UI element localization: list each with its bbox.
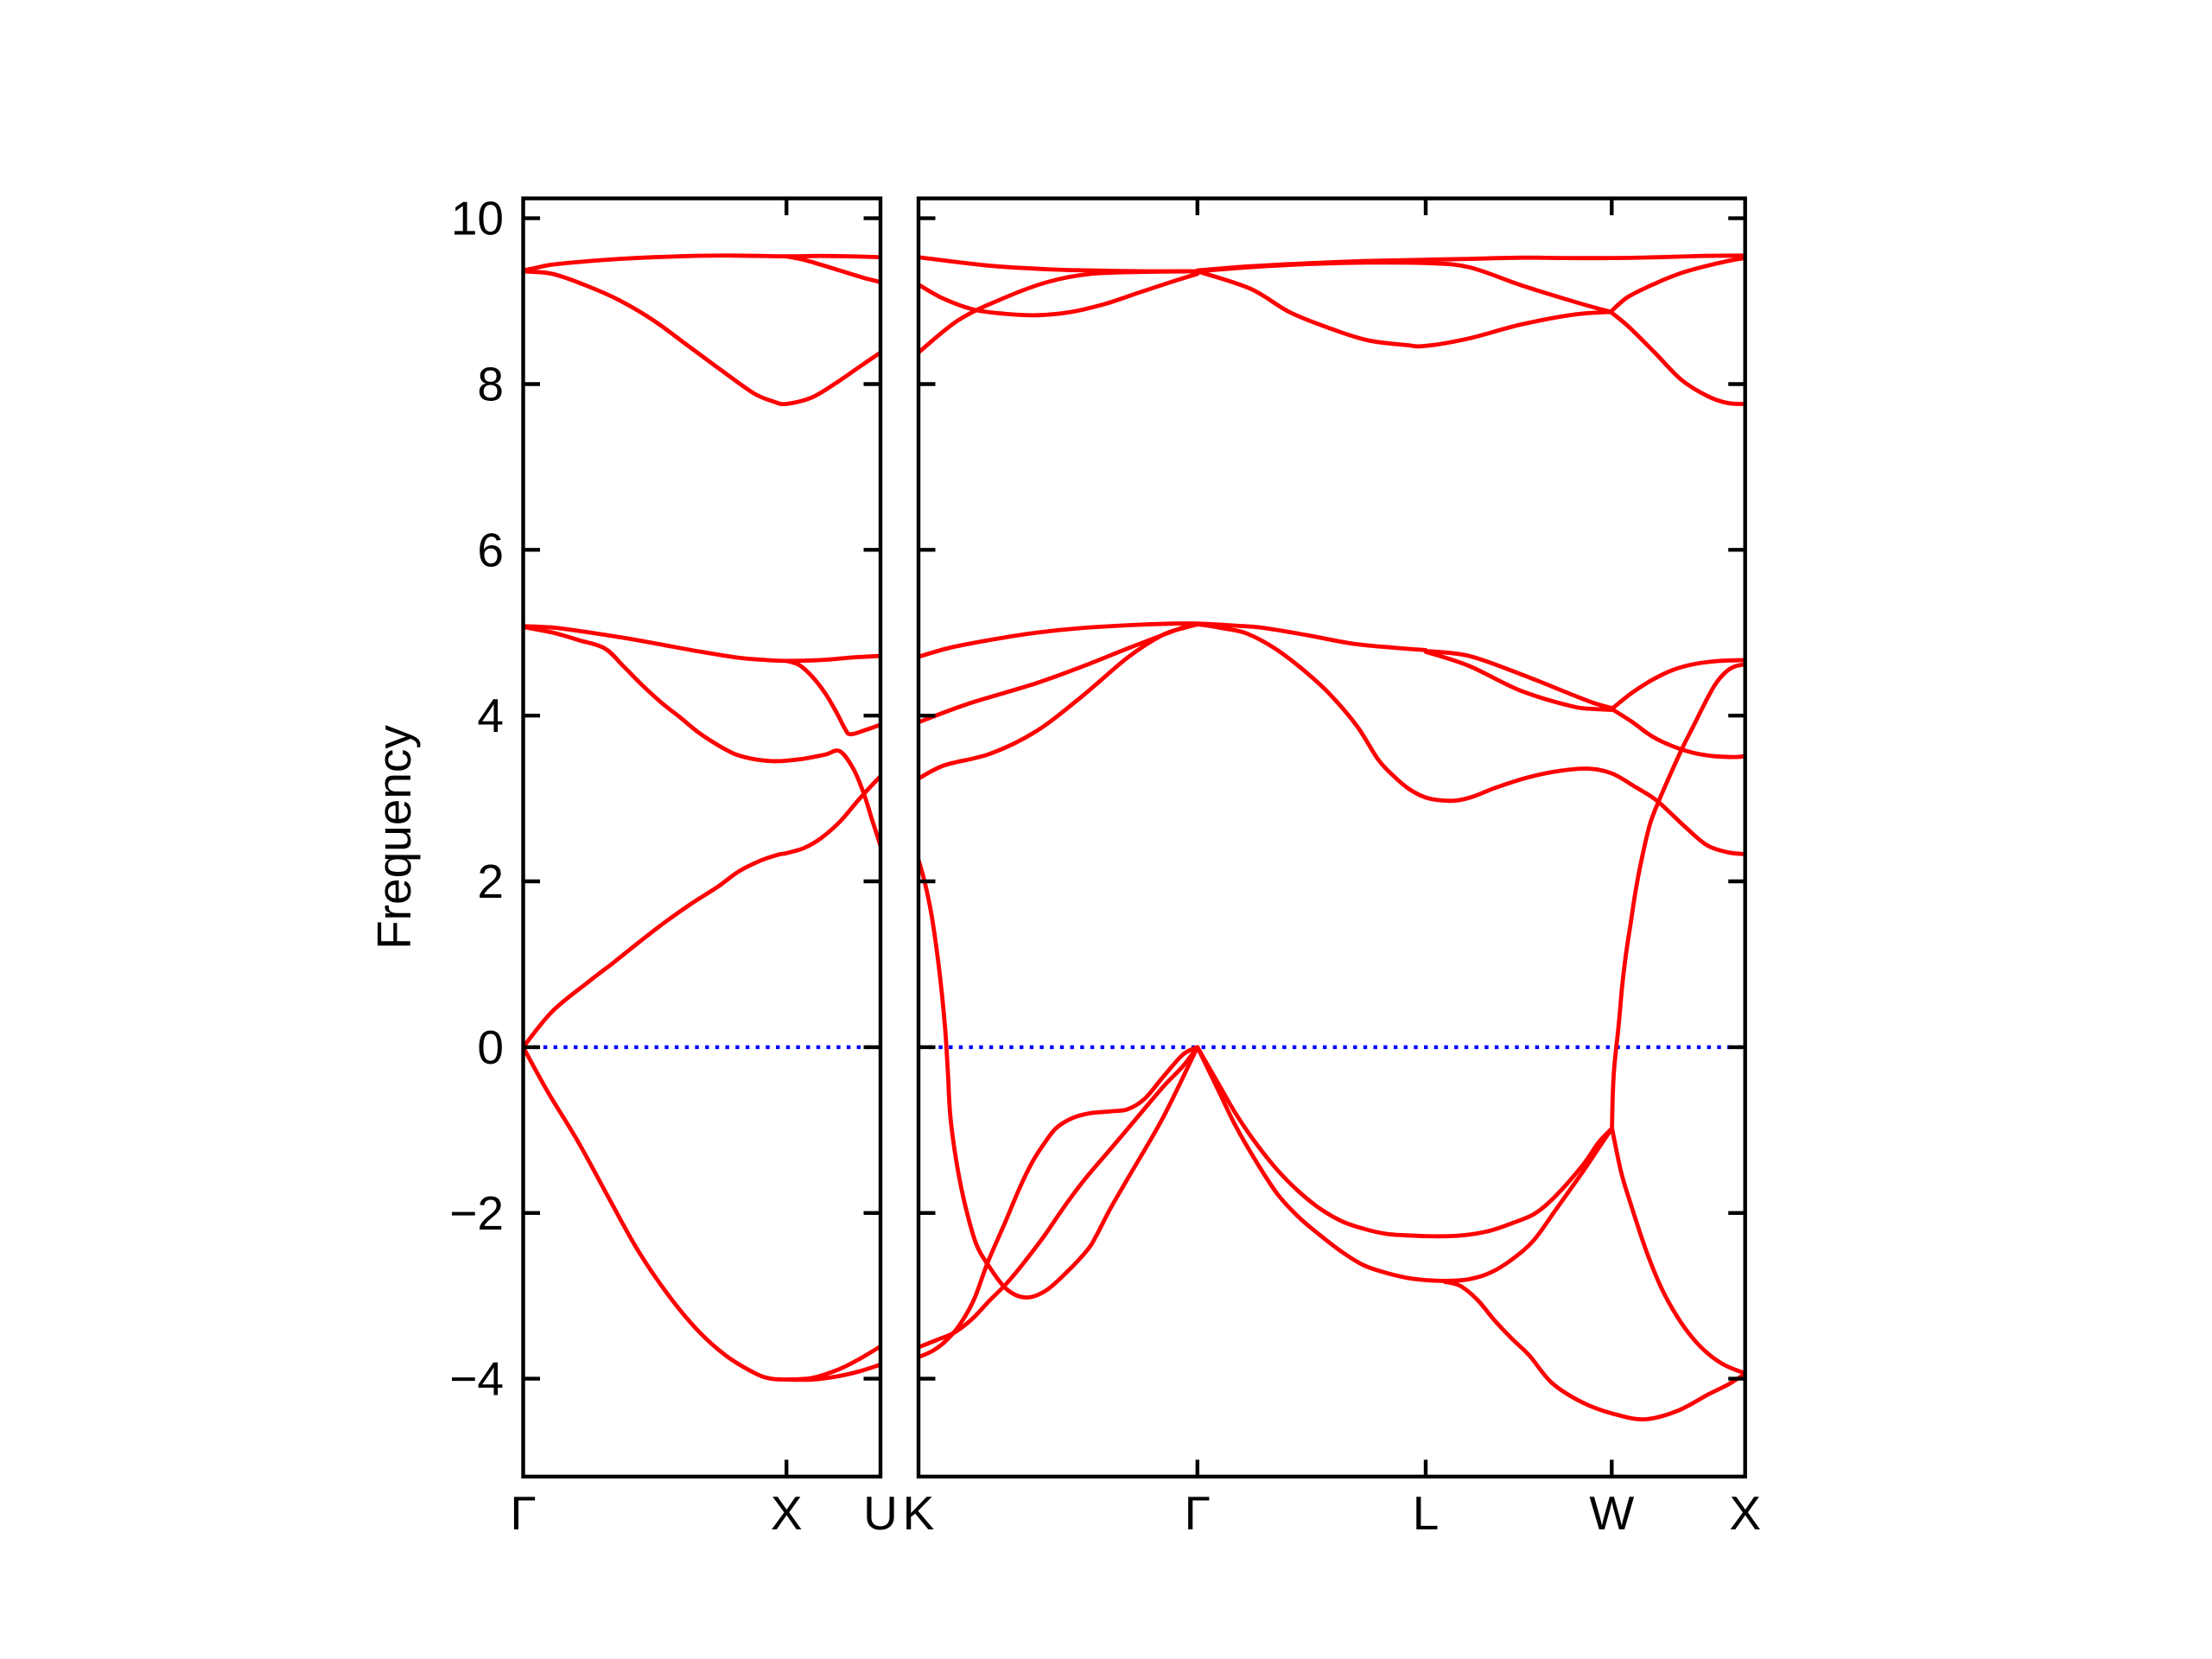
svg-text:2: 2 bbox=[477, 855, 504, 908]
svg-text:X: X bbox=[771, 1486, 803, 1540]
svg-text:X: X bbox=[1729, 1486, 1761, 1540]
svg-text:K: K bbox=[903, 1486, 935, 1540]
svg-text:0: 0 bbox=[477, 1020, 504, 1074]
svg-text:8: 8 bbox=[477, 358, 504, 411]
svg-text:W: W bbox=[1589, 1486, 1634, 1540]
svg-text:L: L bbox=[1413, 1486, 1440, 1540]
svg-text:10: 10 bbox=[451, 192, 504, 245]
svg-text:U: U bbox=[863, 1486, 898, 1540]
svg-text:−2: −2 bbox=[449, 1186, 504, 1240]
svg-text:Frequency: Frequency bbox=[367, 725, 421, 950]
svg-text:Γ: Γ bbox=[1185, 1486, 1211, 1540]
svg-text:−4: −4 bbox=[449, 1352, 504, 1406]
svg-text:Γ: Γ bbox=[510, 1486, 536, 1540]
svg-text:4: 4 bbox=[477, 689, 504, 742]
svg-text:6: 6 bbox=[477, 523, 504, 576]
